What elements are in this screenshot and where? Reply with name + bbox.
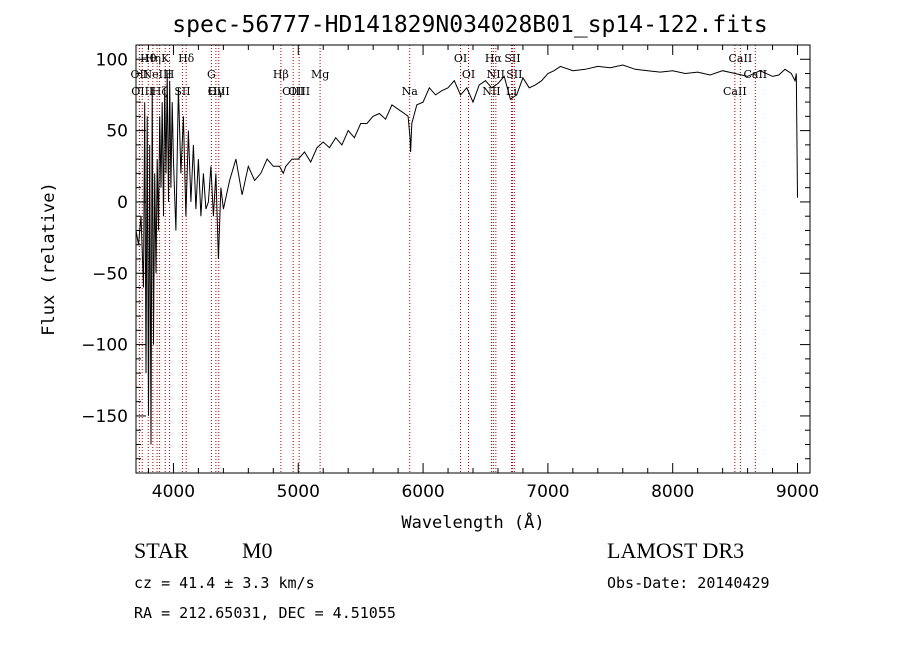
spectral-line-label-3: Hη [145,52,161,65]
spectral-line-label-4: NeIII [143,68,172,81]
spectral-line-label-6: K [161,52,170,65]
spectral-line-label-0: OII [131,68,149,81]
spectral-line-label-10: G [207,68,216,81]
y-tick-label--150: −150 [81,407,128,427]
redshift-label: cz = 41.4 ± 3.3 km/s [134,574,315,592]
spectral-line-label-14: OIII [282,85,304,98]
chart-title: spec-56777-HD141829N034028B01_sp14-122.f… [172,12,767,38]
spectral-line-label-21: Hα [485,52,503,65]
spectral-line-label-27: CaII [729,52,753,65]
x-axis-label: Wavelength (Å) [401,511,544,533]
spectral-line-label-19: OI [462,68,475,81]
spectral-line-label-25: SII [506,68,522,81]
y-tick-label--100: −100 [81,336,128,356]
spectral-line-label-20: NII [482,85,500,98]
spectral-line-label-13: Hβ [273,68,289,81]
spectral-line-label-17: Na [402,85,419,98]
x-tick-label-8000: 8000 [651,482,694,502]
spectral-line-label-11: Hγ [208,85,225,98]
y-tick-label--50: −50 [92,264,128,284]
spectral-line-label-24: SII [504,52,520,65]
spectral-line-label-2: Hθ [140,52,157,65]
class-label: STAR [134,538,189,563]
y-axis-label: Flux (relative) [39,182,59,336]
y-tick-label-50: 50 [106,122,128,142]
spectral-line-label-8: SII [174,85,190,98]
spectral-line-label-5: Hζ [152,85,168,98]
spectral-line-label-12: OIII [208,85,230,98]
spectral-line-label-22: NII [487,68,505,81]
x-tick-label-4000: 4000 [152,482,195,502]
x-tick-label-6000: 6000 [401,482,444,502]
spectral-line-label-26: CaII [723,85,747,98]
spectral-line-labels: OIIOIIIHθHηNeIIIHζKHSIIHδGHγOIIIHβOIIIOI… [131,52,768,98]
spectral-line-label-15: OIII [288,85,310,98]
survey-label: LAMOST DR3 [607,538,745,563]
spectral-line-label-7: H [165,68,175,81]
spectral-line-markers [138,45,756,473]
spectral-line-label-9: Hδ [178,52,195,65]
plot-frame [135,44,811,474]
spectral-line-label-23: Li [506,85,517,98]
x-axis-ticks: 4000 5000 6000 7000 8000 9000 [147,45,819,502]
spectrum-series-line [135,64,798,445]
y-axis-ticks: −150 −100 −50 0 50 100 [81,50,810,460]
x-tick-label-5000: 5000 [277,482,320,502]
spectral-line-label-1: OIII [131,85,153,98]
subclass-label: M0 [242,538,273,563]
spectral-line-label-28: CaII [743,68,767,81]
x-tick-label-9000: 9000 [776,482,819,502]
y-tick-label-100: 100 [96,50,128,70]
obs-date-label: Obs-Date: 20140429 [607,574,770,592]
y-tick-label-0: 0 [117,193,128,213]
spectral-line-label-18: OI [454,52,467,65]
x-tick-label-7000: 7000 [526,482,569,502]
coordinates-label: RA = 212.65031, DEC = 4.51055 [134,604,396,622]
spectral-line-label-16: Mg [311,68,329,81]
